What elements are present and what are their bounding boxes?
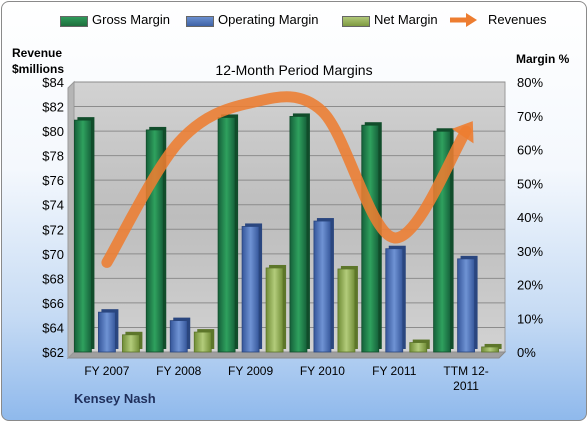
y-left-tick-label: $72 [42,222,64,237]
legend: Gross Margin Operating Margin Net Margin… [2,10,586,32]
chart-title: 12-Month Period Margins [215,62,373,78]
legend-label-net-margin: Net Margin [374,12,438,27]
x-category-label: TTM 12- [443,364,488,378]
x-category-label: FY 2008 [156,364,201,378]
y-right-tick-label: 40% [517,210,543,225]
bar-operating-margin [385,248,404,353]
y-right-tick-label: 20% [517,278,543,293]
bar-gross-margin [74,119,92,353]
legend-swatch-gross-margin [60,16,88,27]
legend-label-revenues: Revenues [488,12,547,27]
plot-floor [66,351,507,359]
legend-swatch-net-margin [342,16,370,27]
x-category-label: FY 2009 [228,364,273,378]
bar-gross-margin [289,116,308,353]
bar-gross-margin [217,117,236,353]
y-right-tick-label: 30% [517,244,543,259]
y-left-tick-label: $70 [42,247,64,262]
bar-operating-margin [313,220,332,353]
y-left-tick-label: $66 [42,296,64,311]
company-name: Kensey Nash [74,391,156,406]
left-axis-title-line2: $millions [12,62,65,76]
bar-net-margin [265,267,284,353]
bar-operating-margin [457,258,475,353]
y-left-tick-label: $76 [42,173,64,188]
y-left-tick-label: $84 [42,75,64,90]
right-axis-title: Margin % [516,52,570,66]
revenues-arrowhead [451,121,474,144]
bar-operating-margin [241,226,260,353]
revenues-line [101,91,472,268]
left-axis-title-line1: Revenue [12,46,63,60]
legend-label-operating-margin: Operating Margin [218,12,319,27]
y-left-tick-label: $68 [42,271,64,286]
x-category-label: 2011 [453,379,479,393]
y-left-tick-label: $78 [42,149,64,164]
x-category-label: FY 2011 [372,364,417,378]
bar-net-margin [193,331,212,353]
legend-swatch-operating-margin [186,16,214,27]
bar-net-margin [337,268,356,353]
bar-net-margin [481,346,499,353]
legend-arrow-icon [450,13,477,27]
y-right-tick-label: 60% [517,143,543,158]
x-category-label: FY 2010 [300,364,345,378]
legend-label-gross-margin: Gross Margin [92,12,171,27]
y-left-tick-label: $64 [42,320,64,335]
y-right-tick-label: 70% [517,109,543,124]
bar-net-margin [122,334,140,353]
y-right-tick-label: 10% [517,311,543,326]
bar-gross-margin [361,124,380,353]
bar-net-margin [409,342,428,353]
y-right-tick-label: 80% [517,75,543,90]
bar-operating-margin [169,320,188,353]
y-right-tick-label: 50% [517,176,543,191]
y-left-tick-label: $62 [42,345,64,360]
bar-operating-margin [98,311,116,353]
y-right-tick-label: 0% [517,345,536,360]
plot-side-wall [67,80,75,360]
bar-shadow-net-margin [484,343,502,349]
x-category-label: FY 2007 [84,364,129,378]
y-left-tick-label: $74 [42,198,64,213]
y-left-tick-label: $80 [42,124,64,139]
y-left-tick-label: $82 [42,100,64,115]
